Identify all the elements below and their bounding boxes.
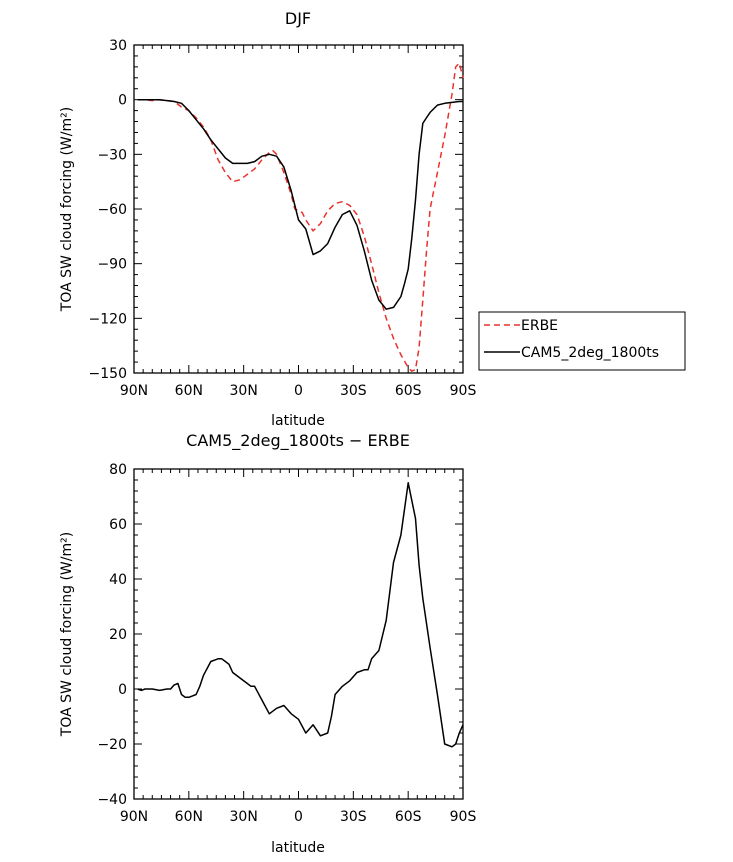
top-series-line-1 (137, 98, 463, 310)
bottom-y-tick-label: 60 (109, 517, 127, 533)
top-y-tick-label: −30 (97, 147, 127, 163)
top-y-tick-label: −60 (97, 202, 127, 218)
top-x-tick-label: 90N (120, 383, 148, 399)
bottom-x-tick-label: 60S (395, 809, 422, 825)
bottom-x-tick-label: 30N (230, 809, 258, 825)
bottom-y-tick-label: 80 (109, 462, 127, 478)
top-x-tick-label: 30N (230, 383, 258, 399)
top-chart-title: DJF (285, 9, 311, 28)
top-series-line-0 (137, 62, 464, 372)
top-x-tick-label: 0 (294, 383, 303, 399)
top-axis-ticks (133, 44, 464, 374)
top-y-tick-label: 0 (118, 93, 127, 109)
top-x-tick-label: 60N (175, 383, 203, 399)
bottom-panel-difference: CAM5_2deg_1800ts − ERBE 806040200−20−40 … (59, 431, 476, 856)
bottom-y-tick-labels: 80 60 40 20 0 −20 −40 (97, 462, 127, 808)
bottom-axis-ticks (133, 468, 464, 800)
top-y-tick-labels: 30 0 −30 −60 −90 −120 −150 (89, 38, 127, 382)
bottom-plot-frame (133, 468, 464, 800)
top-x-tick-labels: 90N 60N 30N 0 30S 60S 90S (120, 383, 477, 399)
bottom-series-line-0 (137, 482, 464, 748)
top-y-tick-label: −120 (89, 311, 127, 327)
top-y-tick-label: 30 (109, 38, 127, 54)
top-panel-djf: DJF 30 0 −30 −60 −90 −120 −150 90N 60N 30N 0 30S 60… (59, 9, 476, 429)
bottom-x-axis-label: latitude (271, 840, 325, 856)
bottom-y-tick-label: 20 (109, 627, 127, 643)
legend-box (478, 311, 686, 371)
bottom-y-axis-label: TOA SW cloud forcing (W/m²) (59, 532, 75, 737)
top-x-tick-label: 60S (395, 383, 422, 399)
bottom-y-tick-label: −20 (97, 737, 127, 753)
top-x-axis-label: latitude (271, 413, 325, 429)
top-y-axis-label: TOA SW cloud forcing (W/m²) (59, 107, 75, 312)
bottom-y-tick-label: −40 (97, 792, 127, 808)
bottom-x-tick-label: 90S (450, 809, 477, 825)
bottom-x-tick-label: 30S (340, 809, 367, 825)
bottom-y-tick-label: 0 (118, 682, 127, 698)
bottom-x-tick-label: 90N (120, 809, 148, 825)
top-y-tick-label: −90 (97, 257, 127, 273)
bottom-x-tick-label: 0 (294, 809, 303, 825)
bottom-series-lines (137, 482, 464, 748)
bottom-y-tick-label: 40 (109, 572, 127, 588)
legend-label-cam5: CAM5_2deg_1800ts (521, 345, 659, 361)
top-series-lines (137, 62, 464, 372)
bottom-x-tick-labels: 90N 60N 30N 0 30S 60S 90S (120, 809, 477, 825)
top-x-tick-label: 90S (450, 383, 477, 399)
top-plot-frame (133, 44, 464, 374)
top-x-tick-label: 30S (340, 383, 367, 399)
legend-label-erbe: ERBE (521, 318, 558, 334)
bottom-chart-title: CAM5_2deg_1800ts − ERBE (186, 431, 410, 451)
legend: ERBE CAM5_2deg_1800ts (478, 311, 686, 371)
top-y-tick-label: −150 (89, 366, 127, 382)
bottom-x-tick-label: 60N (175, 809, 203, 825)
